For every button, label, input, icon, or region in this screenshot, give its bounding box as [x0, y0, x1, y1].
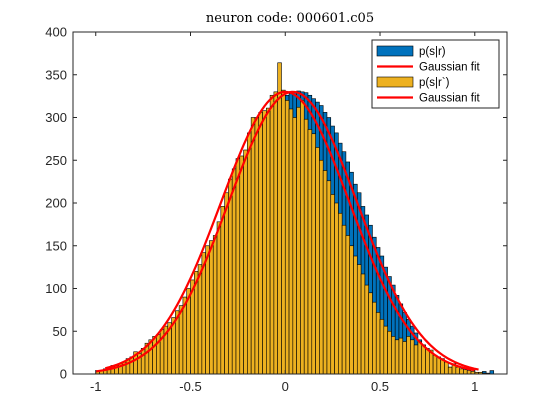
- y-tick-label: 200: [45, 196, 67, 211]
- histogram-bar: [239, 155, 244, 375]
- histogram-bar: [444, 361, 449, 375]
- histogram-bar: [231, 168, 237, 375]
- histogram-bar: [447, 366, 453, 375]
- histogram-bar: [463, 369, 468, 375]
- histogram-bar: [224, 192, 229, 375]
- histogram-bar: [296, 106, 301, 375]
- y-tick-label: 300: [45, 110, 67, 125]
- histogram-bar: [209, 240, 214, 375]
- histogram-bar: [391, 336, 396, 375]
- histogram-bar: [353, 255, 358, 375]
- histogram-bar: [254, 117, 260, 375]
- histogram-bar: [243, 149, 248, 375]
- histogram-bar: [466, 370, 472, 375]
- histogram-bar: [326, 180, 332, 375]
- histogram-bar: [368, 292, 373, 375]
- histogram-bar: [247, 132, 252, 375]
- histogram-bar: [281, 89, 286, 375]
- histogram-bar: [406, 336, 411, 375]
- legend-label: Gaussian fit: [419, 62, 481, 74]
- y-tick-label: 250: [45, 153, 67, 168]
- y-tick-label: 150: [45, 238, 67, 253]
- histogram-bar: [338, 212, 343, 375]
- histogram-bar: [292, 117, 297, 375]
- y-tick-label: 50: [53, 324, 67, 339]
- histogram-bar: [152, 336, 157, 375]
- y-tick-label: 100: [45, 281, 67, 296]
- histogram-bar: [489, 370, 495, 375]
- histogram-bar: [228, 178, 233, 375]
- histogram-bar: [300, 100, 305, 375]
- histogram-bar: [356, 264, 362, 375]
- x-tick-label: -1: [90, 379, 102, 394]
- y-axis: 0 50 100 150 200 250 300 350 400: [45, 25, 507, 382]
- x-axis: -1 -0.5 0 0.5 1: [90, 32, 478, 394]
- histogram-bar: [322, 170, 328, 375]
- histogram-bar: [394, 339, 400, 375]
- histogram-bar: [410, 339, 415, 375]
- histogram-bar: [387, 330, 392, 375]
- histogram-bar: [360, 273, 366, 375]
- histogram-bar: [178, 305, 184, 375]
- histogram-bar: [269, 94, 275, 375]
- histogram-bar: [258, 112, 263, 375]
- histogram-bar: [375, 312, 381, 375]
- histogram-bar: [455, 366, 460, 375]
- histogram-bar: [250, 117, 256, 375]
- histogram-bar: [140, 348, 146, 375]
- histogram-bar: [417, 341, 423, 375]
- x-tick-label: 0: [282, 379, 289, 394]
- histogram-bar: [307, 129, 313, 375]
- histogram-bar: [341, 224, 347, 375]
- histogram-bar: [432, 354, 438, 375]
- legend-swatch-patch: [376, 45, 414, 57]
- histogram-bar: [379, 318, 385, 375]
- legend: p(s|r) Gaussian fit p(s|r`) Gaussian fit: [371, 39, 500, 109]
- histogram-bar: [421, 344, 426, 375]
- histogram-bar: [235, 158, 241, 375]
- histogram-bar: [277, 62, 282, 375]
- gaussian-fit-lines: [95, 90, 479, 373]
- histogram-bar: [284, 100, 290, 375]
- legend-label: p(s|r): [419, 46, 446, 58]
- legend-label: p(s|r`): [419, 77, 450, 89]
- histogram-bar: [197, 264, 203, 375]
- histogram-bar: [413, 344, 419, 375]
- y-tick-label: 400: [45, 25, 67, 40]
- x-tick-label: -0.5: [179, 379, 201, 394]
- histogram-bar: [402, 341, 407, 375]
- histogram-bar: [262, 110, 267, 375]
- gaussian-fit-line: [95, 90, 479, 373]
- histogram-bar: [288, 108, 294, 375]
- histogram-bar: [319, 159, 324, 375]
- histogram-bar: [372, 301, 377, 375]
- histogram-bar: [220, 206, 225, 375]
- histogram-bar: [311, 133, 316, 375]
- histogram-bar: [303, 118, 309, 375]
- histogram-bar: [212, 235, 218, 375]
- histogram-bar: [349, 245, 354, 375]
- x-tick-label: 1: [471, 379, 478, 394]
- histogram-bar: [398, 337, 404, 375]
- histogram-bar: [345, 235, 351, 375]
- histogram-bar: [266, 107, 271, 375]
- legend-label: Gaussian fit: [419, 93, 481, 105]
- chart-title: neuron code: 000601.c05: [206, 11, 374, 26]
- histogram-bar: [364, 284, 369, 375]
- histogram-bar: [383, 325, 388, 375]
- histogram-bar: [334, 202, 339, 375]
- y-tick-label: 0: [60, 367, 67, 382]
- legend-swatch-patch: [376, 76, 414, 88]
- x-tick-label: 0.5: [371, 379, 389, 394]
- histogram-bar: [425, 348, 430, 375]
- histogram-bar: [273, 91, 278, 375]
- histogram-bar: [459, 368, 464, 375]
- y-tick-label: 350: [45, 67, 67, 82]
- histogram-bar: [205, 245, 210, 375]
- histogram-bar: [330, 194, 335, 375]
- histogram-bar: [315, 147, 320, 375]
- histogram-bar: [216, 221, 222, 375]
